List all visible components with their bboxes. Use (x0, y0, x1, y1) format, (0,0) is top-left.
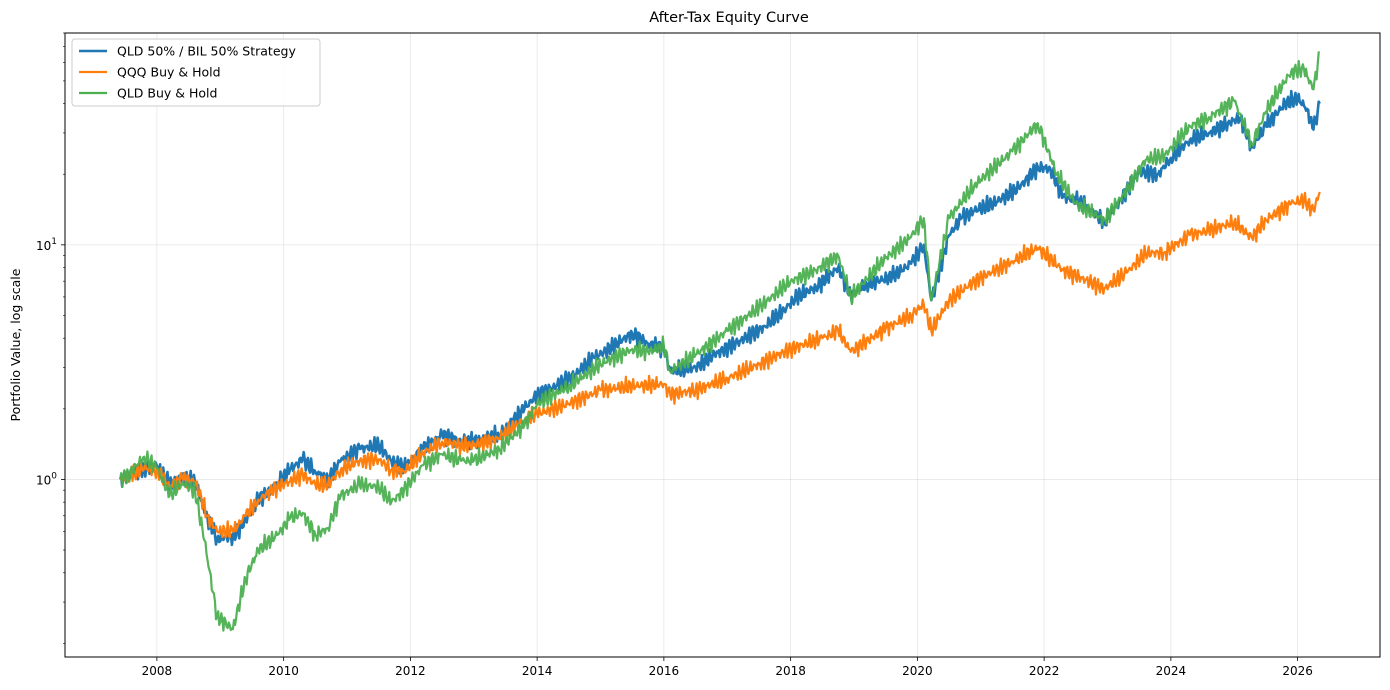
y-tick-label: 101 (36, 237, 57, 253)
series-line-3 (119, 51, 1320, 632)
y-axis-label: Portfolio Value, log scale (8, 268, 23, 421)
x-tick-label: 2022 (1029, 664, 1060, 678)
legend-label: QQQ Buy & Hold (117, 65, 221, 80)
legend-box (71, 38, 321, 107)
x-tick-label: 2020 (902, 664, 933, 678)
chart-title: After-Tax Equity Curve (649, 10, 809, 26)
x-tick-label: 2018 (775, 664, 806, 678)
x-tick-label: 2014 (522, 664, 553, 678)
x-tick-label: 2026 (1282, 664, 1313, 678)
x-tick-label: 2012 (395, 664, 426, 678)
plot-frame (64, 32, 1381, 658)
x-tick-label: 2016 (649, 664, 680, 678)
x-axis-ticks: 2008 2010 2012 2014 2016 2018 2020 2022 2024 2026 (142, 657, 1313, 678)
y-tick-label: 100 (36, 471, 57, 487)
legend-label: QLD Buy & Hold (117, 86, 217, 101)
series-line-2 (119, 191, 1321, 539)
series-layer (118, 51, 1321, 632)
y-axis-ticks: 100 101 (36, 32, 65, 644)
legend-label: QLD 50% / BIL 50% Strategy (117, 44, 296, 59)
legend: QLD 50% / BIL 50% Strategy QQQ Buy & Hold… (71, 38, 321, 107)
x-tick-label: 2024 (1156, 664, 1187, 678)
x-tick-label: 2008 (142, 664, 173, 678)
x-tick-label: 2010 (268, 664, 299, 678)
